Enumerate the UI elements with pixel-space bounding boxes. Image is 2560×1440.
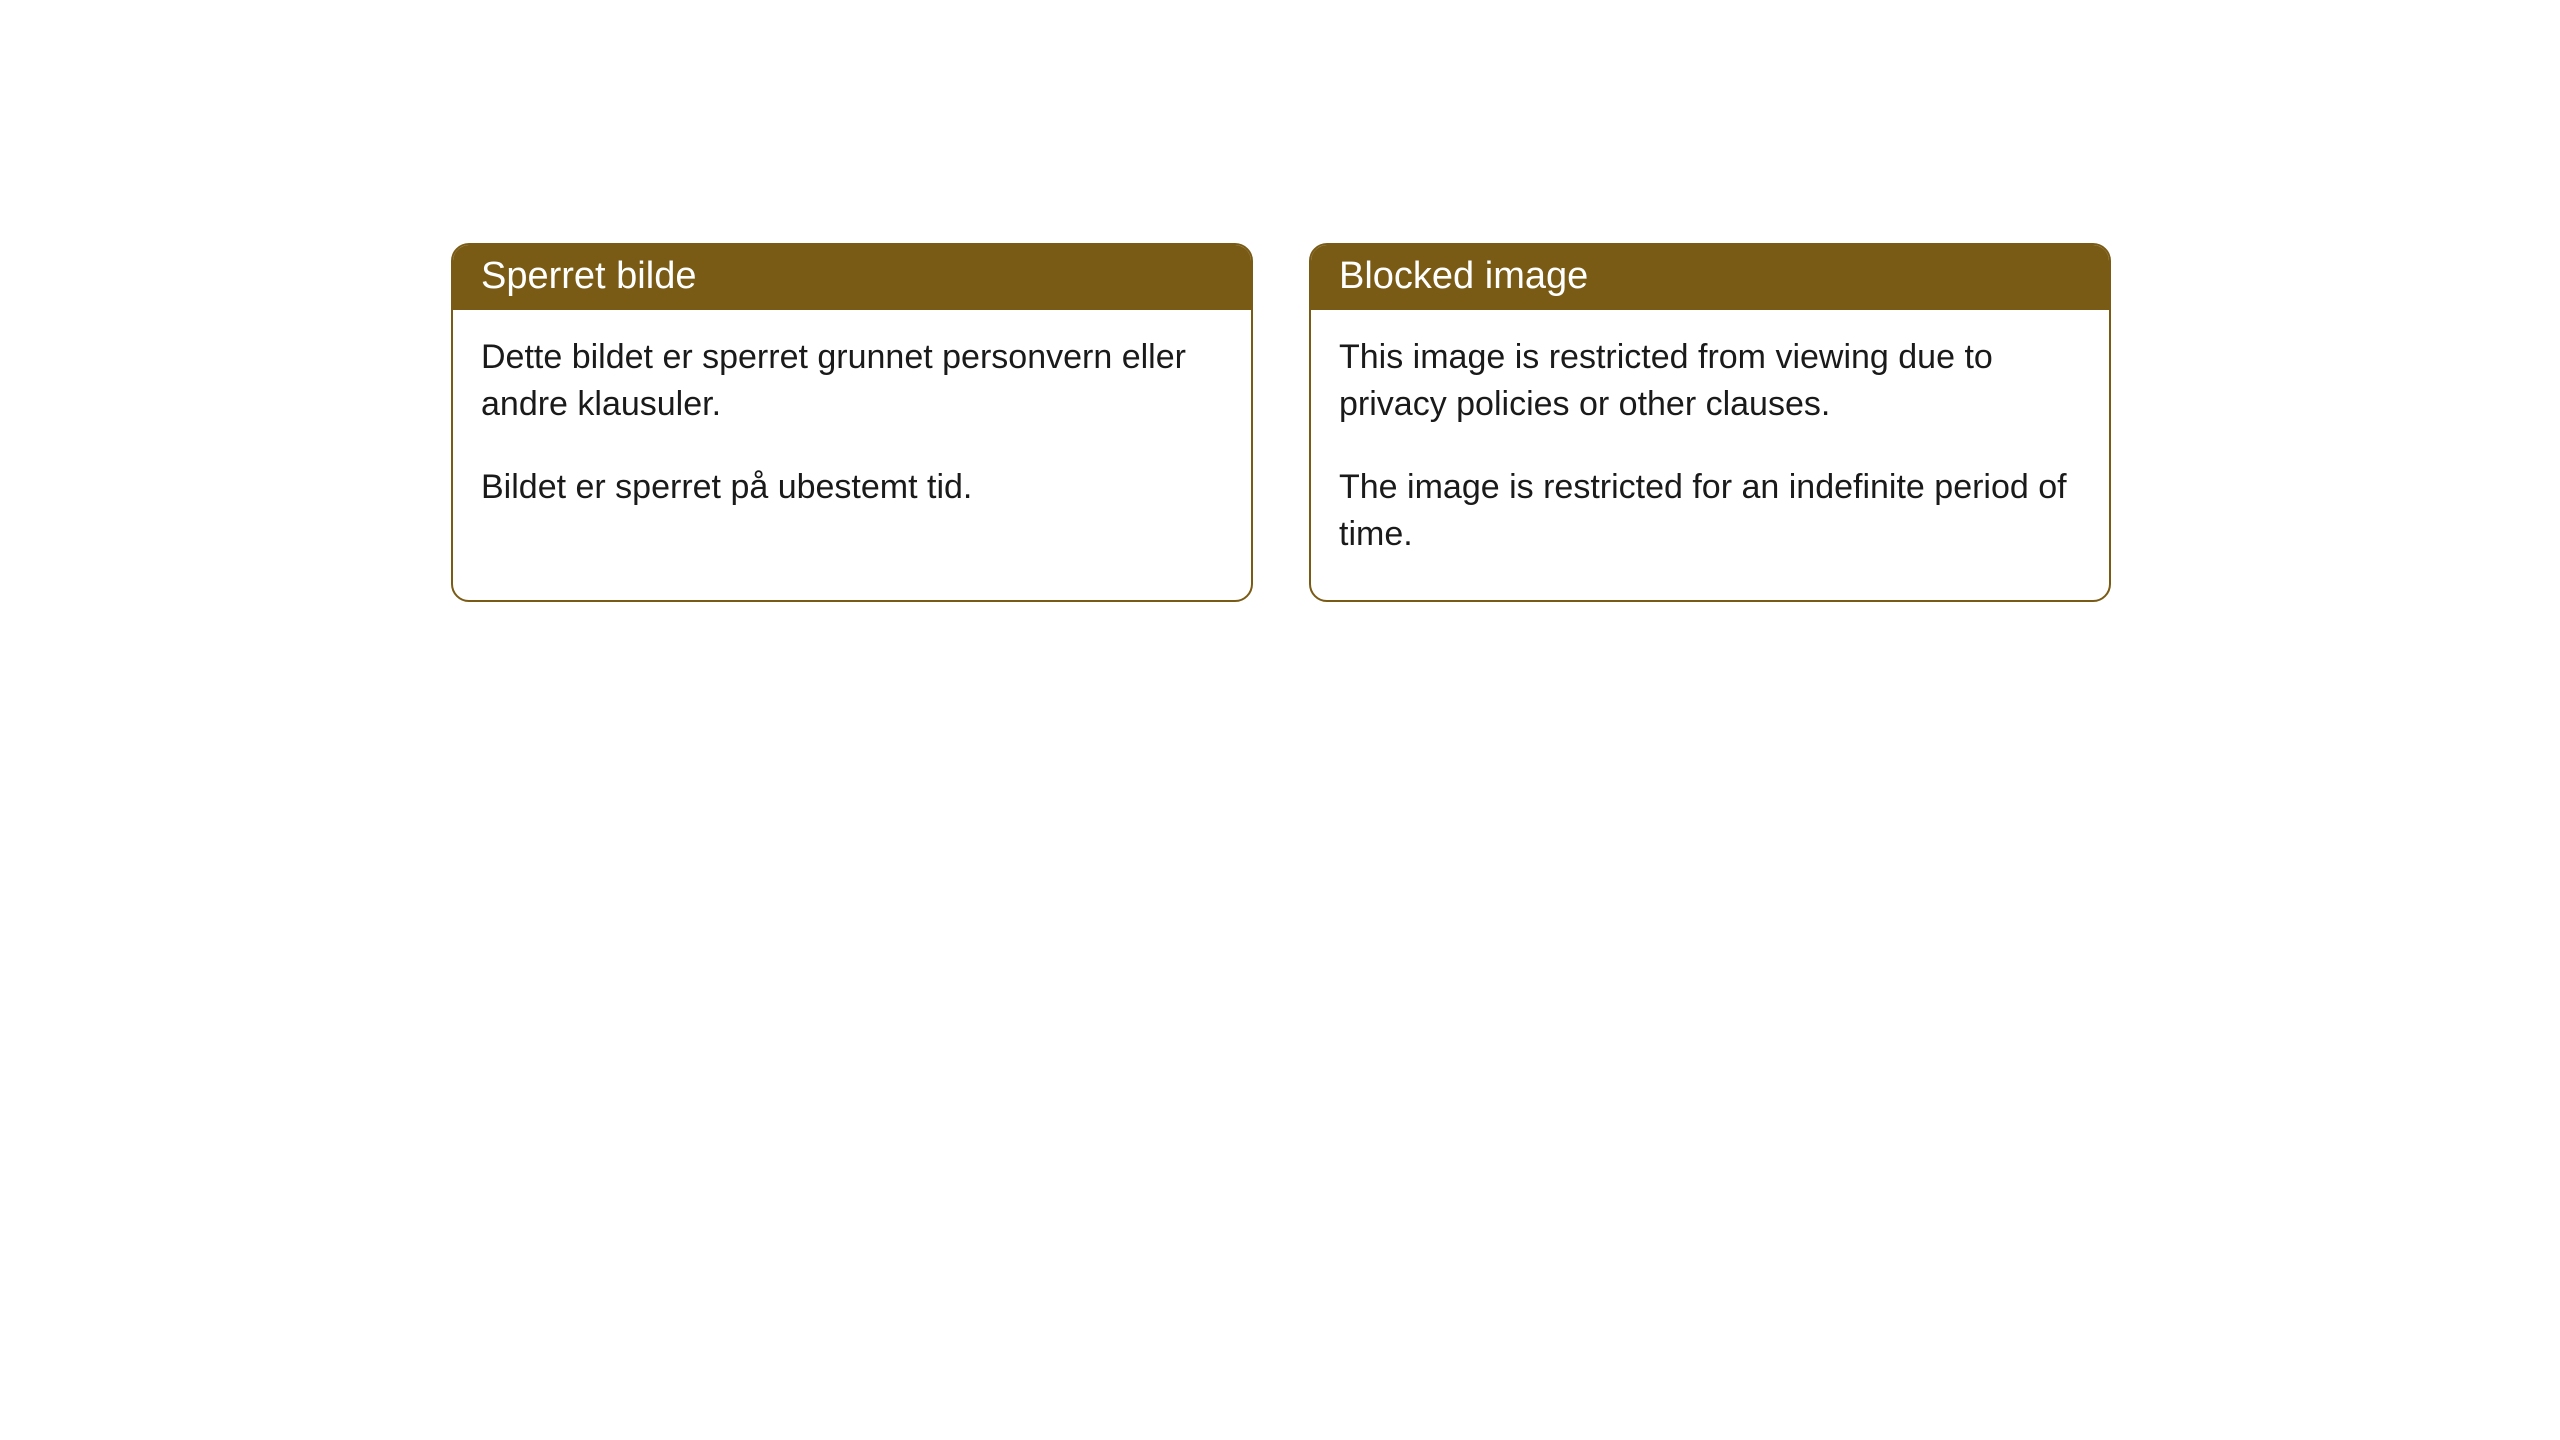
notice-card-norwegian: Sperret bilde Dette bildet er sperret gr… [451, 243, 1253, 602]
card-title: Sperret bilde [481, 255, 696, 297]
notice-cards-container: Sperret bilde Dette bildet er sperret gr… [451, 243, 2111, 602]
card-header: Sperret bilde [453, 245, 1251, 310]
card-header: Blocked image [1311, 245, 2109, 310]
card-paragraph: Dette bildet er sperret grunnet personve… [481, 334, 1223, 428]
card-title: Blocked image [1339, 255, 1588, 297]
card-paragraph: The image is restricted for an indefinit… [1339, 464, 2081, 558]
card-body: Dette bildet er sperret grunnet personve… [453, 310, 1251, 553]
card-paragraph: Bildet er sperret på ubestemt tid. [481, 464, 1223, 511]
notice-card-english: Blocked image This image is restricted f… [1309, 243, 2111, 602]
card-paragraph: This image is restricted from viewing du… [1339, 334, 2081, 428]
card-body: This image is restricted from viewing du… [1311, 310, 2109, 600]
